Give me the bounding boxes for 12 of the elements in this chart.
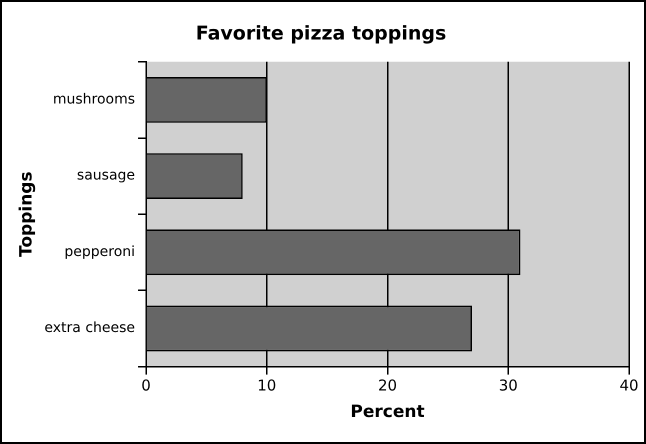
y-tick-label: pepperoni [64, 244, 136, 260]
chart-title: Favorite pizza toppings [196, 22, 446, 44]
x-axis-title: Percent [350, 402, 425, 422]
x-tick-label: 0 [141, 376, 151, 394]
y-tick-label: sausage [76, 168, 136, 184]
y-tick-label: extra cheese [44, 320, 136, 336]
x-tick-label: 40 [619, 376, 639, 394]
y-axis-title: Toppings [16, 171, 37, 257]
x-tick-label: 10 [257, 376, 276, 394]
x-tick-label: 30 [498, 376, 518, 394]
y-tick-label: mushrooms [52, 92, 136, 108]
x-tick-label: 20 [378, 376, 398, 394]
